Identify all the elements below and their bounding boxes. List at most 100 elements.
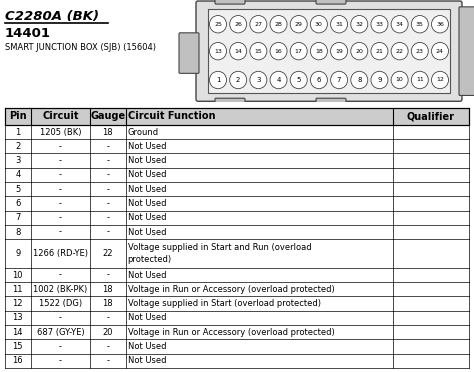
Text: 19: 19 [335,49,343,54]
Bar [5,311,469,325]
Text: Circuit: Circuit [42,111,79,121]
Text: 18: 18 [102,128,113,137]
Circle shape [411,42,428,60]
FancyBboxPatch shape [459,7,474,96]
Text: Pin: Pin [9,111,27,121]
Circle shape [270,16,287,33]
Circle shape [351,42,368,60]
Circle shape [230,16,246,33]
Text: -: - [59,142,62,151]
Text: 1: 1 [216,77,220,83]
Text: -: - [106,342,109,351]
Text: 35: 35 [416,22,424,27]
Text: 2: 2 [15,142,20,151]
Text: 18: 18 [315,49,323,54]
Text: 22: 22 [396,49,404,54]
Text: Voltage in Run or Accessory (overload protected): Voltage in Run or Accessory (overload pr… [128,328,334,337]
Bar [5,154,469,168]
Circle shape [210,16,227,33]
Circle shape [210,42,227,60]
Circle shape [310,71,328,89]
Text: 12: 12 [436,77,444,83]
Text: -: - [59,342,62,351]
Circle shape [330,16,347,33]
Text: 28: 28 [274,22,283,27]
Text: 18: 18 [102,299,113,308]
Text: -: - [106,270,109,279]
Text: -: - [106,156,109,165]
Text: 18: 18 [102,285,113,294]
Text: -: - [59,170,62,179]
Bar [5,339,469,354]
Circle shape [290,42,307,60]
Text: -: - [59,356,62,365]
Text: -: - [59,185,62,194]
Circle shape [371,42,388,60]
Text: Not Used: Not Used [128,142,166,151]
Text: 21: 21 [375,49,383,54]
Circle shape [391,16,408,33]
Text: 687 (GY-YE): 687 (GY-YE) [36,328,84,337]
Circle shape [411,16,428,33]
Text: 1205 (BK): 1205 (BK) [40,128,81,137]
Bar [5,282,469,296]
Circle shape [371,71,388,89]
Circle shape [330,71,347,89]
Bar [5,225,469,239]
Text: 11: 11 [416,77,424,83]
Text: 24: 24 [436,49,444,54]
Circle shape [330,42,347,60]
Text: -: - [106,356,109,365]
Text: 12: 12 [12,299,23,308]
FancyBboxPatch shape [316,98,346,110]
Text: Voltage supplied in Start (overload protected): Voltage supplied in Start (overload prot… [128,299,320,308]
Text: 7: 7 [15,213,20,222]
Text: -: - [106,142,109,151]
Bar [5,139,469,154]
Text: Not Used: Not Used [128,170,166,179]
Bar [5,125,469,139]
Text: -: - [106,213,109,222]
Bar [5,268,469,282]
Text: 13: 13 [12,313,23,323]
Text: 13: 13 [214,49,222,54]
Text: 15: 15 [12,342,23,351]
Text: 34: 34 [396,22,404,27]
Text: 23: 23 [416,49,424,54]
Circle shape [250,42,267,60]
Text: 8: 8 [15,228,20,237]
Text: 2: 2 [236,77,240,83]
Text: 16: 16 [274,49,283,54]
Text: Not Used: Not Used [128,228,166,237]
Circle shape [391,42,408,60]
Bar [5,325,469,339]
Text: -: - [59,156,62,165]
Text: 17: 17 [295,49,303,54]
Bar [5,196,469,211]
Circle shape [230,71,246,89]
Text: 7: 7 [337,77,341,83]
Text: Not Used: Not Used [128,342,166,351]
FancyBboxPatch shape [316,0,346,4]
Text: 27: 27 [255,22,263,27]
Text: 1522 (DG): 1522 (DG) [39,299,82,308]
Text: -: - [59,199,62,208]
Circle shape [210,71,227,89]
Circle shape [391,71,408,89]
Text: 22: 22 [102,249,113,258]
Text: 9: 9 [377,77,382,83]
FancyBboxPatch shape [179,33,199,73]
Text: 3: 3 [15,156,20,165]
Circle shape [310,42,328,60]
Text: 29: 29 [295,22,303,27]
Text: C2280A (BK): C2280A (BK) [5,10,99,23]
Text: -: - [59,270,62,279]
Text: Circuit Function: Circuit Function [128,111,215,121]
Text: Voltage in Run or Accessory (overload protected): Voltage in Run or Accessory (overload pr… [128,285,334,294]
Bar [5,168,469,182]
Circle shape [411,71,428,89]
Bar [5,108,469,125]
Circle shape [250,16,267,33]
Text: 6: 6 [15,199,20,208]
Text: 6: 6 [317,77,321,83]
